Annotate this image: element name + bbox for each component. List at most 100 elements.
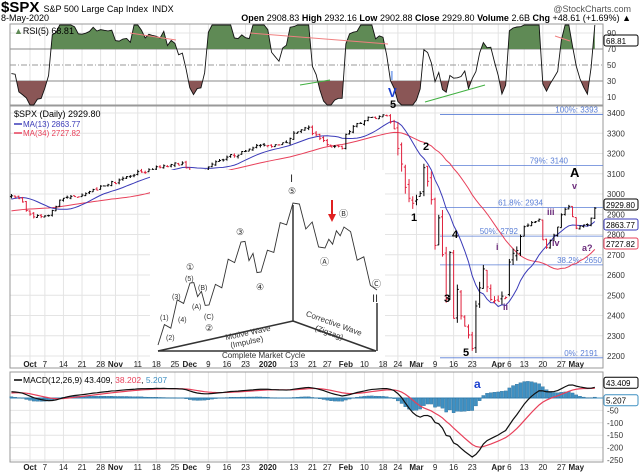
low-label: Low xyxy=(359,13,378,23)
rsi-divergence-line xyxy=(249,32,389,45)
price-tick-label: 2700 xyxy=(607,251,625,260)
macd-histogram-bar xyxy=(574,394,579,399)
macd-histogram-bar xyxy=(158,397,162,399)
macd-histogram-bar xyxy=(154,397,159,399)
macd-histogram-bar xyxy=(143,396,147,399)
price-bar xyxy=(359,122,363,125)
macd-histogram-bar xyxy=(451,397,456,413)
last-close-label: 2929.80 xyxy=(606,201,635,210)
x-tick-label: Mar xyxy=(409,360,423,369)
price-bar xyxy=(485,269,489,293)
price-bar xyxy=(466,324,470,339)
inset-c3: ③ xyxy=(236,227,244,237)
price-bar xyxy=(132,173,136,178)
macd-histogram-bar xyxy=(247,396,251,399)
x-tick-label: 9 xyxy=(433,360,438,369)
wave-a-question-label: a? xyxy=(582,243,593,253)
macd-histogram-bar xyxy=(552,392,556,399)
price-tick-label: 2200 xyxy=(607,352,625,361)
price-bar xyxy=(526,223,530,228)
price-bar xyxy=(28,210,32,216)
x-tick-label: Dec xyxy=(182,463,197,472)
price-bar xyxy=(117,178,121,185)
price-bar xyxy=(102,185,106,187)
inset-cC: Ⓒ xyxy=(372,279,381,289)
macd-histogram-bar xyxy=(191,397,196,401)
price-bar xyxy=(236,154,240,159)
macd-histogram-bar xyxy=(388,397,393,399)
price-bar xyxy=(478,281,482,308)
macd-histogram-bar xyxy=(381,396,385,399)
price-tick-label: 2500 xyxy=(607,291,625,300)
macd-histogram-bar xyxy=(533,382,538,399)
price-bar xyxy=(50,209,54,217)
price-bar xyxy=(507,258,511,297)
macd-histogram-bar xyxy=(232,397,237,399)
macd-histogram-bar xyxy=(515,384,519,399)
price-bar xyxy=(262,142,266,147)
price-bar xyxy=(481,264,485,289)
price-bar xyxy=(444,246,448,303)
x-tick-label: Oct xyxy=(23,463,37,472)
price-bar xyxy=(452,250,456,319)
inset-p4: (4) xyxy=(178,317,187,324)
macd-histogram-bar xyxy=(581,396,586,399)
macd-histogram-bar xyxy=(384,396,389,399)
macd-histogram-bar xyxy=(310,397,315,399)
price-bar xyxy=(218,159,222,162)
ma13-line xyxy=(11,120,596,308)
price-bar xyxy=(541,219,545,241)
macd-histogram-bar xyxy=(228,397,233,399)
x-tick-label: 20 xyxy=(538,360,547,369)
macd-histogram-bar xyxy=(136,396,140,399)
price-tick-label: 3200 xyxy=(607,150,625,159)
macd-histogram-bar xyxy=(507,387,512,399)
x-tick-label: 27 xyxy=(557,360,566,369)
rsi-divergence-line xyxy=(299,79,331,86)
price-bar xyxy=(106,183,110,187)
price-bar xyxy=(210,162,214,168)
ma34-legend: MA(34) 2727.82 xyxy=(23,129,81,138)
macd-histogram-bar xyxy=(593,396,597,399)
macd-histogram-bar xyxy=(567,391,571,399)
wave-3-label: 3 xyxy=(444,293,450,305)
wave-I-label: I xyxy=(390,68,394,83)
price-bar xyxy=(559,213,563,229)
price-bar xyxy=(128,175,132,179)
macd-histogram-bar xyxy=(529,381,534,399)
macd-wave-a-label: a xyxy=(474,377,481,391)
high-label: High xyxy=(301,13,322,23)
red-arrow-head-icon xyxy=(328,214,336,222)
x-tick-label: Apr xyxy=(491,360,505,369)
price-tick-label: 2800 xyxy=(607,231,625,240)
price-bar xyxy=(17,195,21,200)
macd-histogram-bar xyxy=(392,397,396,399)
price-tick-label: 2400 xyxy=(607,312,625,321)
x-tick-label: Nov xyxy=(108,463,124,472)
macd-histogram-bar xyxy=(440,397,445,409)
price-bar xyxy=(288,137,292,145)
macd-histogram-bar xyxy=(195,397,199,401)
price-bar xyxy=(84,192,88,197)
price-bar xyxy=(9,194,13,199)
macd-histogram-bar xyxy=(139,396,144,399)
volume-value: 2.6B xyxy=(511,13,530,23)
macd-legend: MACD(12,26,9) 43.409, 38.202, 5.207 xyxy=(23,375,167,385)
price-bar xyxy=(489,284,493,301)
price-bar xyxy=(87,190,91,194)
inset-pB: (B) xyxy=(198,285,207,292)
inset-pA: (A) xyxy=(192,304,201,311)
rsi-divergence-line xyxy=(424,84,486,103)
x-tick-label: 27 xyxy=(323,463,332,472)
x-tick-label: 16 xyxy=(222,360,231,369)
macd-histogram-bar xyxy=(366,395,370,399)
macd-histogram-bar xyxy=(455,397,460,412)
x-tick-label: 9 xyxy=(206,463,211,472)
brand[interactable]: @StockCharts.com xyxy=(553,4,631,14)
macd-histogram-bar xyxy=(485,393,489,399)
macd-histogram-bar xyxy=(113,396,118,399)
price-bar xyxy=(400,142,404,172)
fibonacci-label: 0%: 2191 xyxy=(564,349,598,358)
x-tick-label: 28 xyxy=(96,360,105,369)
price-tick-label: 3300 xyxy=(607,129,625,138)
